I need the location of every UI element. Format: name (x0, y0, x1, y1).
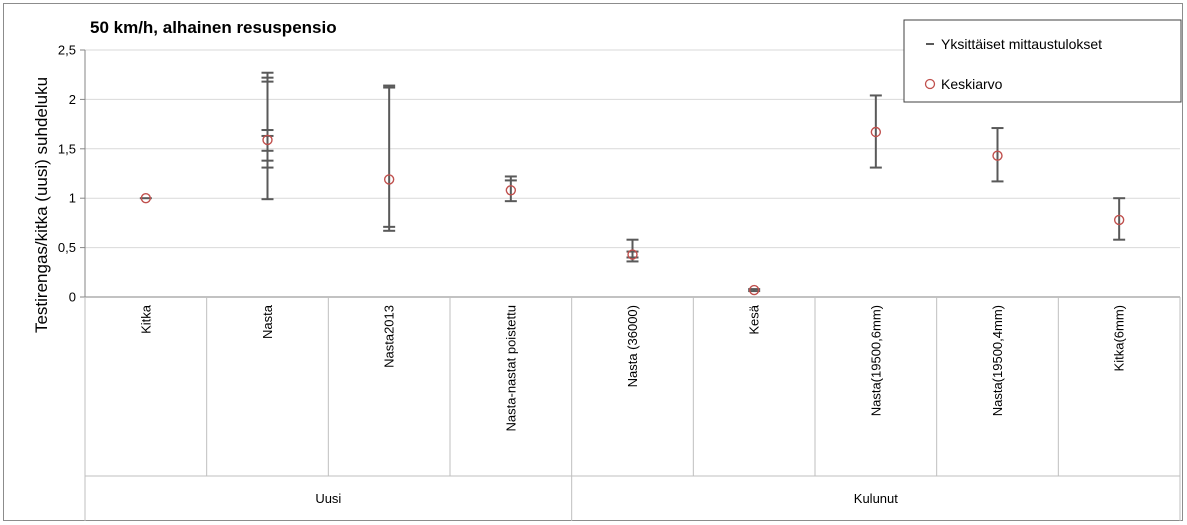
mean-marker (748, 284, 760, 296)
category-label: Nasta (36000) (625, 305, 640, 387)
y-tick-label: 1 (69, 191, 76, 206)
legend-box (903, 19, 1182, 103)
y-tick-labels: 0 0,5 1 1,5 2 2,5 (58, 43, 76, 305)
mean-marker (140, 192, 152, 204)
group-labels: Uusi Kulunut (315, 491, 898, 506)
chart-title: 50 km/h, alhainen resuspensio (90, 18, 337, 37)
y-tick-label: 2 (69, 92, 76, 107)
legend-label-series-0: Yksittäiset mittaustulokset (941, 36, 1102, 52)
category-label: Kitka (138, 304, 153, 334)
category-label: Kitka(6mm) (1112, 305, 1127, 371)
y-tick-label: 0 (69, 290, 76, 305)
y-axis-label: Testirengas/kitka (uusi) suhdeluku (32, 77, 51, 333)
category-label: Nasta (260, 304, 275, 339)
mean-markers (140, 126, 1125, 296)
legend-label-series-1: Keskiarvo (941, 76, 1003, 92)
legend: Yksittäiset mittaustulokset Keskiarvo (903, 19, 1182, 103)
legend-circle-icon (924, 78, 936, 90)
category-label: Nasta-nastat poistettu (503, 305, 518, 431)
mean-marker (627, 249, 638, 260)
mean-marker (870, 126, 882, 138)
mean-marker (505, 185, 517, 196)
mean-marker (383, 174, 395, 185)
mean-marker (262, 134, 273, 146)
y-tick-label: 2,5 (58, 43, 76, 58)
y-tick-label: 0,5 (58, 240, 76, 255)
category-label: Nasta2013 (382, 305, 397, 368)
mean-marker (1113, 214, 1125, 226)
axes (80, 49, 1181, 521)
group-label: Kulunut (854, 491, 898, 506)
category-label: Kesä (747, 304, 762, 334)
category-label: Nasta(19500,4mm) (990, 305, 1005, 416)
category-label: Nasta(19500,6mm) (868, 305, 883, 416)
category-labels: Kitka Nasta Nasta2013 Nasta-nastat poistett… (138, 304, 1126, 431)
mean-marker (992, 150, 1003, 161)
group-label: Uusi (315, 491, 341, 506)
y-tick-label: 1,5 (58, 141, 76, 156)
